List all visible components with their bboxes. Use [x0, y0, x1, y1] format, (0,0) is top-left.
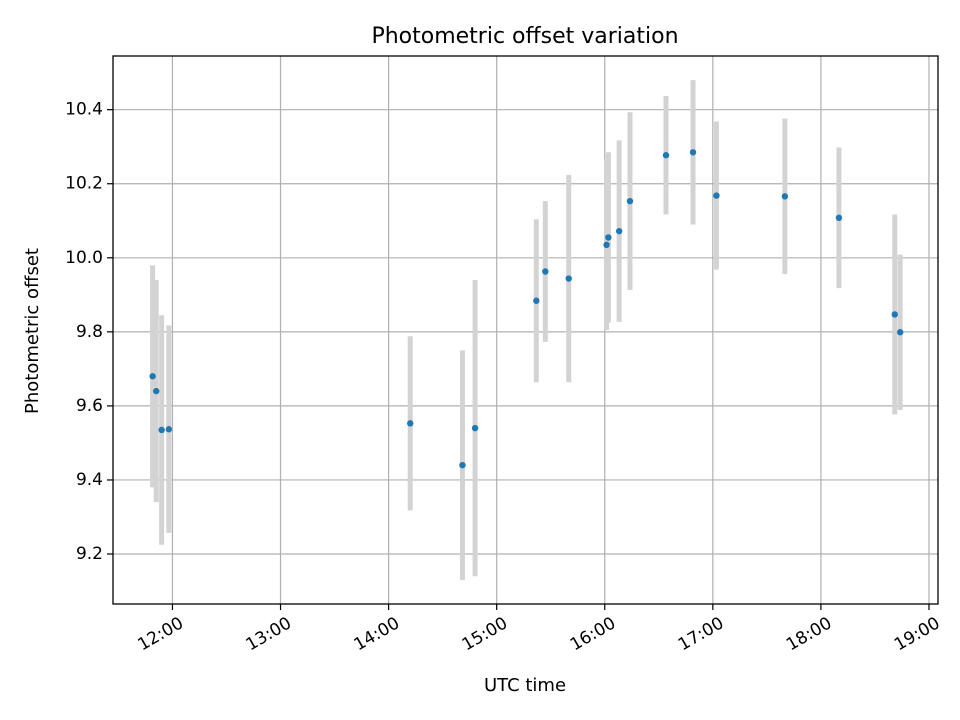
y-tick-label: 9.6 — [76, 396, 103, 416]
data-point — [603, 241, 610, 249]
data-point — [896, 329, 904, 336]
data-point — [626, 197, 634, 205]
data-point — [459, 461, 466, 469]
data-point — [605, 234, 612, 241]
y-tick-label: 9.4 — [76, 470, 103, 490]
data-point — [565, 275, 572, 282]
data-point — [158, 426, 165, 434]
data-point — [891, 311, 898, 318]
data-point — [153, 387, 160, 395]
y-tick-label: 9.2 — [76, 544, 103, 564]
y-tick-label: 9.8 — [76, 322, 103, 342]
y-axis-ticks: 9.2 9.4 9.6 9.8 10.0 10.2 10.4 — [65, 100, 113, 564]
x-axis-label: UTC time — [484, 675, 566, 696]
data-point — [689, 149, 697, 156]
data-point — [165, 426, 173, 433]
y-tick-label: 10.0 — [65, 248, 103, 268]
plot-frame — [112, 55, 939, 605]
y-axis-label: Photometric offset — [22, 248, 43, 414]
data-point — [615, 227, 623, 235]
point-layer — [149, 149, 904, 469]
data-point — [542, 268, 549, 275]
y-tick-label: 10.4 — [65, 100, 103, 120]
data-point — [149, 373, 156, 380]
data-point — [662, 152, 670, 159]
data-point — [781, 193, 789, 200]
chart-title: Photometric offset variation — [371, 24, 678, 49]
data-point — [407, 420, 414, 427]
data-point — [835, 214, 843, 222]
data-point — [471, 424, 479, 432]
data-point — [533, 297, 540, 304]
y-tick-label: 10.2 — [65, 174, 103, 194]
data-point — [713, 192, 720, 199]
